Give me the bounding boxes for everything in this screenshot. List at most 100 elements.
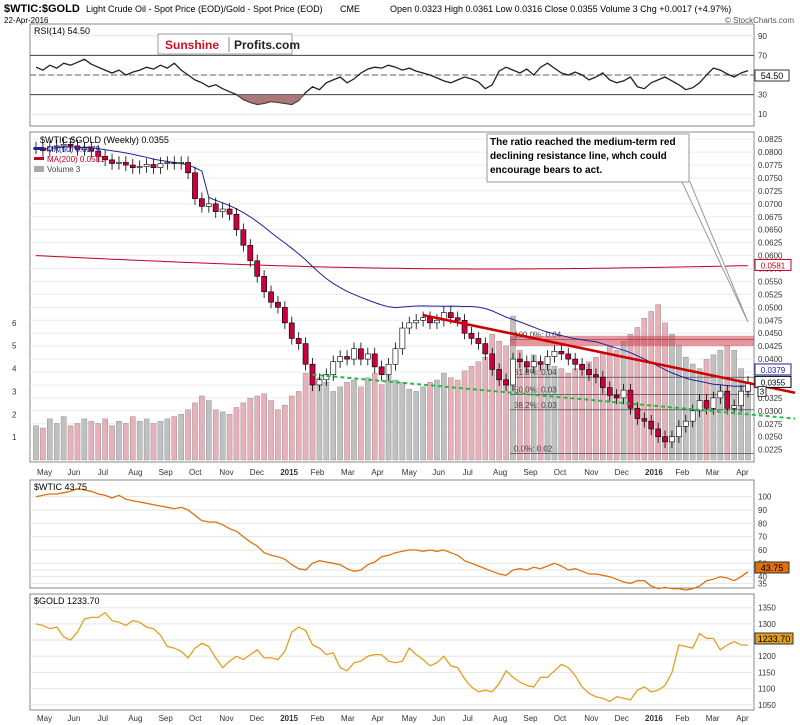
x-tick-label: Dec xyxy=(615,468,629,477)
candle-body xyxy=(60,144,67,147)
fib-level-label: 50.0%: 0.03 xyxy=(514,385,557,394)
candle-body xyxy=(205,203,212,207)
gold-plot xyxy=(35,611,749,703)
volume-bar xyxy=(185,409,191,461)
x-tick-label: Jun xyxy=(67,714,80,723)
volume-bar xyxy=(95,423,101,461)
volume-bar xyxy=(123,423,129,461)
volume-bar xyxy=(330,391,337,461)
volume-bar xyxy=(365,377,371,461)
candle-body xyxy=(738,390,744,406)
candle-body xyxy=(496,369,503,381)
candle-body xyxy=(102,155,108,161)
y-tick-label: 0.0550 xyxy=(758,277,783,286)
price-tag-box xyxy=(754,363,792,376)
y-tick-label: 0.0400 xyxy=(758,355,783,364)
volume-bar xyxy=(586,361,592,461)
x-tick-label: Apr xyxy=(371,714,384,723)
series-line xyxy=(35,611,749,703)
volume-bar xyxy=(206,400,212,461)
rsi-badge-text: 54.50 xyxy=(761,71,784,81)
volume-tick-label: 5 xyxy=(12,342,17,351)
volume-tick-label: 1 xyxy=(12,433,17,442)
y-tick-label: 0.0800 xyxy=(758,148,783,157)
candle-body xyxy=(288,322,295,339)
legend-ma200: MA(200) 0.0581 xyxy=(47,155,105,164)
candle-body xyxy=(136,166,143,168)
candle-body xyxy=(641,418,648,422)
volume-bar xyxy=(606,345,613,461)
candle-body xyxy=(295,338,302,344)
y-tick-label: 90 xyxy=(758,506,767,515)
quote-line: Open 0.0323 High 0.0361 Low 0.0316 Close… xyxy=(390,4,731,14)
candle-body xyxy=(530,361,537,368)
rsi-title: RSI(14) 54.50 xyxy=(34,26,90,36)
volume-bar xyxy=(613,350,620,461)
y-tick-label: 0.0275 xyxy=(758,420,783,429)
volume-tick-label: 2 xyxy=(12,410,17,419)
y-tick-label: 0.0600 xyxy=(758,252,783,261)
volume-bar xyxy=(378,384,385,461)
price-tag-box xyxy=(754,375,792,388)
legend-volume: Volume 3 xyxy=(47,165,81,174)
x-tick-label: Jul xyxy=(98,714,108,723)
volume-bar xyxy=(143,418,150,461)
candle-body xyxy=(662,436,668,443)
volume-bar xyxy=(551,366,558,461)
price-tag-text: 0.0379 xyxy=(761,366,786,375)
x-tick-label: Jun xyxy=(432,714,445,723)
candle-body xyxy=(74,145,81,150)
legend-swatch-volume xyxy=(34,166,44,172)
legend-title: $WTIC:$GOLD (Weekly) 0.0355 xyxy=(40,135,169,145)
volume-bar xyxy=(565,372,572,461)
volume-tag-box xyxy=(757,385,767,397)
candle-body xyxy=(364,353,371,360)
candle-body xyxy=(67,144,74,147)
candle-body xyxy=(406,322,413,329)
volume-bar xyxy=(634,327,641,461)
x-tick-label: Aug xyxy=(493,468,507,477)
y-tick-label: 0.0675 xyxy=(758,213,783,222)
y-tick-label: 0.0725 xyxy=(758,187,783,196)
candle-body xyxy=(606,387,613,396)
volume-bar xyxy=(558,368,565,461)
volume-bar xyxy=(268,400,274,461)
x-tick-label: Sep xyxy=(523,468,538,477)
logo-text-black: Profits.com xyxy=(234,38,300,52)
candle-body xyxy=(613,395,620,399)
x-tick-label: Apr xyxy=(371,468,384,477)
x-tick-label: 2016 xyxy=(645,714,663,723)
x-tick-label: Jul xyxy=(98,468,108,477)
volume-bar xyxy=(254,395,260,461)
candle-body xyxy=(392,348,399,365)
candle-body xyxy=(482,343,489,355)
candle-body xyxy=(579,363,585,370)
candle-body xyxy=(717,390,724,399)
candle-body xyxy=(281,307,288,324)
candle-body xyxy=(551,351,558,357)
x-tick-label: 2015 xyxy=(280,714,298,723)
candle-body xyxy=(544,356,551,365)
x-tick-label: Feb xyxy=(675,468,689,477)
x-tick-label: May xyxy=(37,468,52,477)
y-tick-label: 0.0525 xyxy=(758,290,783,299)
volume-bar xyxy=(199,395,205,461)
candle-body xyxy=(81,147,88,150)
x-tick-label: Aug xyxy=(128,714,142,723)
candle-body xyxy=(129,164,136,168)
x-tick-label: Aug xyxy=(493,714,507,723)
candle-body xyxy=(682,420,689,427)
volume-bar xyxy=(496,340,502,461)
candle-body xyxy=(627,389,634,409)
volume-bar xyxy=(212,409,219,461)
volume-tick-label: 3 xyxy=(12,387,17,396)
wtic-grid xyxy=(30,496,754,584)
volume-bar xyxy=(302,372,309,461)
candle-body xyxy=(164,162,171,164)
volume-bar xyxy=(461,370,468,461)
volume-bar xyxy=(351,379,357,461)
y-tick-label: 0.0750 xyxy=(758,174,783,183)
x-tick-label: Sep xyxy=(523,714,538,723)
resistance-zone xyxy=(510,335,754,347)
